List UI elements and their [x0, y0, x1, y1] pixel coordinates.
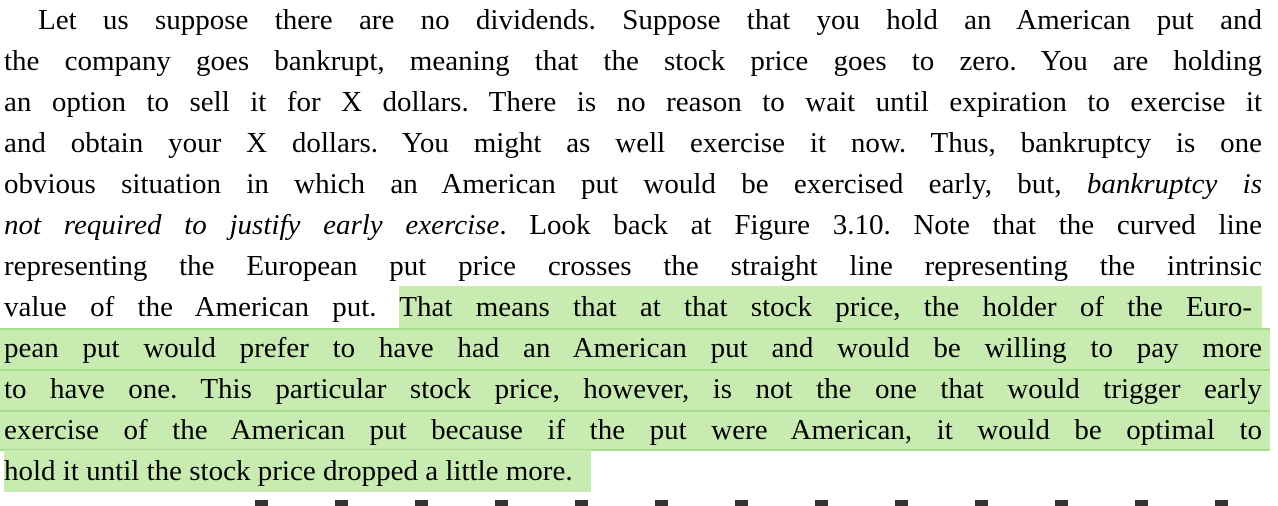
text-segment: and obtain your X dollars. You might as … [4, 127, 1262, 159]
text-segment: value of the American put. [4, 291, 400, 323]
highlighted-text-segment: exercise of the American put because if … [4, 414, 1262, 446]
text-line: obvious situation in which an American p… [0, 164, 1270, 205]
text-line: an option to sell it for X dollars. Ther… [0, 82, 1270, 123]
text-segment: representing the European put price cros… [4, 250, 1262, 282]
text-segment: not required to justify early exercise [4, 209, 500, 241]
text-line: exercise of the American put because if … [0, 410, 1270, 451]
clipped-next-line [255, 500, 1270, 506]
text-line: hold it until the stock price dropped a … [0, 450, 1270, 492]
text-line: and obtain your X dollars. You might as … [0, 123, 1270, 164]
text-segment: obvious situation in which an American p… [4, 168, 1087, 200]
highlighted-text-segment: pean put would prefer to have had an Ame… [4, 332, 1262, 364]
text-line: representing the European put price cros… [0, 246, 1270, 287]
text-line: to have one. This particular stock price… [0, 369, 1270, 410]
text-line: not required to justify early exercise. … [0, 205, 1270, 246]
text-line: the company goes bankrupt, meaning that … [0, 41, 1270, 82]
paragraph-text-block: Let us suppose there are no dividends. S… [0, 0, 1270, 492]
text-segment: . Look back at Figure 3.10. Note that th… [499, 209, 1263, 241]
text-segment: the company goes bankrupt, meaning that … [4, 45, 1262, 77]
text-line: pean put would prefer to have had an Ame… [0, 328, 1270, 369]
text-line: value of the American put. That means th… [0, 286, 1270, 328]
text-segment: Let us suppose there are no dividends. S… [38, 4, 1262, 36]
text-segment: bankruptcy is [1086, 168, 1262, 200]
text-segment: an option to sell it for X dollars. Ther… [4, 86, 1262, 118]
highlighted-text-segment: hold it until the stock price dropped a … [4, 450, 591, 492]
highlighted-text-segment: to have one. This particular stock price… [4, 373, 1262, 405]
text-line: Let us suppose there are no dividends. S… [0, 0, 1270, 41]
highlighted-text-segment: That means that at that stock price, the… [399, 286, 1262, 328]
